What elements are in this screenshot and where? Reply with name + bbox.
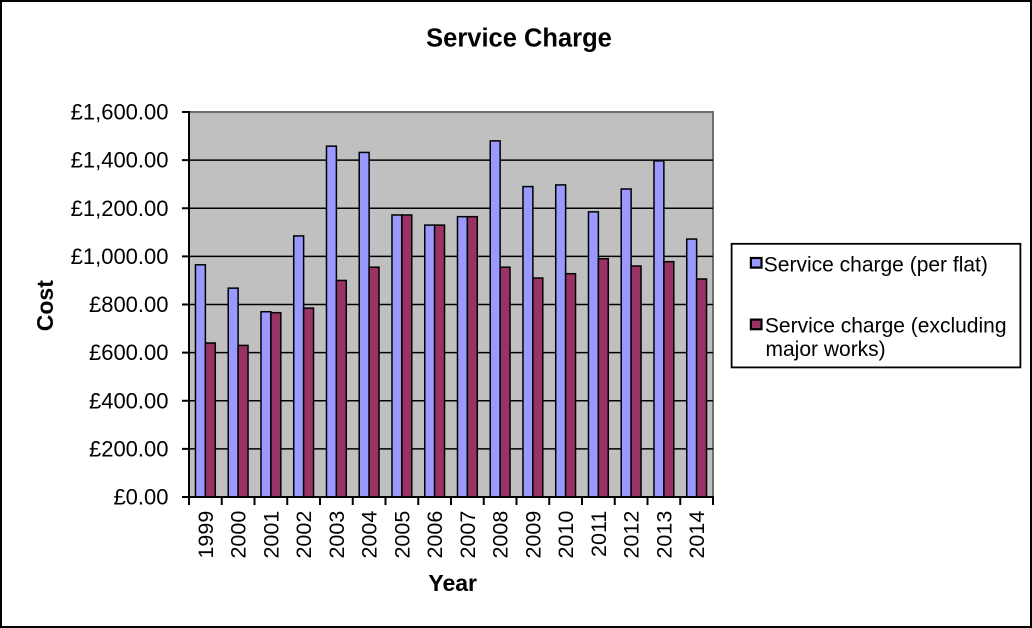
- svg-text:2009: 2009: [521, 511, 545, 559]
- svg-text:£1,000.00: £1,000.00: [71, 244, 169, 269]
- svg-text:£800.00: £800.00: [89, 292, 169, 317]
- svg-text:2003: 2003: [325, 511, 349, 559]
- svg-text:2006: 2006: [423, 511, 447, 559]
- svg-text:£1,400.00: £1,400.00: [71, 148, 169, 173]
- svg-text:2005: 2005: [390, 511, 414, 559]
- svg-text:Service Charge: Service Charge: [426, 25, 612, 53]
- svg-text:2004: 2004: [358, 511, 382, 559]
- svg-text:2000: 2000: [227, 511, 251, 559]
- svg-text:£0.00: £0.00: [113, 485, 168, 510]
- svg-text:2007: 2007: [456, 511, 480, 559]
- svg-text:£1,200.00: £1,200.00: [71, 196, 169, 221]
- svg-text:2002: 2002: [292, 511, 316, 559]
- svg-text:2011: 2011: [587, 511, 611, 557]
- svg-text:Year: Year: [428, 570, 477, 596]
- svg-text:2012: 2012: [620, 511, 644, 559]
- svg-text:2010: 2010: [554, 511, 578, 559]
- svg-text:major works): major works): [766, 338, 886, 361]
- svg-text:1999: 1999: [194, 511, 218, 559]
- svg-text:2001: 2001: [259, 511, 283, 559]
- svg-text:£200.00: £200.00: [89, 436, 169, 461]
- svg-text:£1,600.00: £1,600.00: [71, 100, 169, 125]
- svg-text:£600.00: £600.00: [89, 340, 169, 365]
- svg-text:2014: 2014: [685, 511, 709, 559]
- svg-text:Service charge (per flat): Service charge (per flat): [764, 253, 988, 276]
- svg-text:Cost: Cost: [32, 280, 58, 331]
- svg-text:2008: 2008: [489, 511, 513, 559]
- svg-text:2013: 2013: [652, 511, 676, 559]
- svg-text:Service charge (excluding: Service charge (excluding: [765, 315, 1007, 338]
- svg-text:£400.00: £400.00: [89, 388, 169, 413]
